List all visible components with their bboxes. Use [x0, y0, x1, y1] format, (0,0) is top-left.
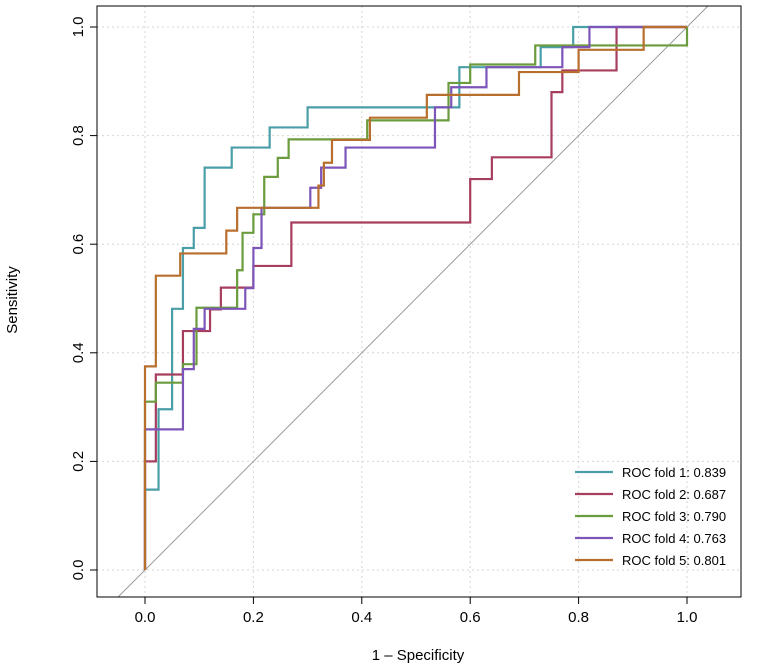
series-line-fold-4 — [143, 25, 687, 570]
series-line-fold-5 — [143, 25, 687, 570]
y-tick-label: 0.4 — [70, 342, 87, 363]
x-tick-label: 1.0 — [677, 609, 698, 626]
legend-label-fold-5: ROC fold 5: 0.801 — [622, 553, 726, 568]
y-tick-label: 1.0 — [70, 17, 87, 38]
y-tick-label: 0.8 — [70, 125, 87, 146]
legend-label-fold-4: ROC fold 4: 0.763 — [622, 531, 726, 546]
y-tick-label: 0.6 — [70, 234, 87, 255]
x-tick-label: 0.8 — [568, 609, 589, 626]
y-tick-label: 0.2 — [70, 451, 87, 472]
grid — [97, 6, 741, 597]
reference-diagonal-line — [117, 5, 709, 598]
legend-label-fold-3: ROC fold 3: 0.790 — [622, 509, 726, 524]
y-axis-title: Sensitivity — [4, 266, 21, 334]
x-tick-label: 0.2 — [243, 609, 264, 626]
legend-label-fold-2: ROC fold 2: 0.687 — [622, 487, 726, 502]
x-tick-label: 0.0 — [135, 609, 156, 626]
series-lines — [143, 25, 689, 570]
x-axis-title: 1 – Specificity — [372, 647, 465, 664]
series-line-fold-3 — [143, 27, 689, 570]
x-tick-label: 0.6 — [460, 609, 481, 626]
axes: 0.0 0.2 0.4 0.6 0.8 1.0 0.0 0.2 0.4 0.6 0.8 1.0 — [70, 17, 697, 626]
legend-label-fold-1: ROC fold 1: 0.839 — [622, 465, 726, 480]
legend: ROC fold 1: 0.839 ROC fold 2: 0.687 ROC fo… — [575, 465, 726, 568]
y-tick-label: 0.0 — [70, 560, 87, 581]
x-tick-label: 0.4 — [351, 609, 372, 626]
